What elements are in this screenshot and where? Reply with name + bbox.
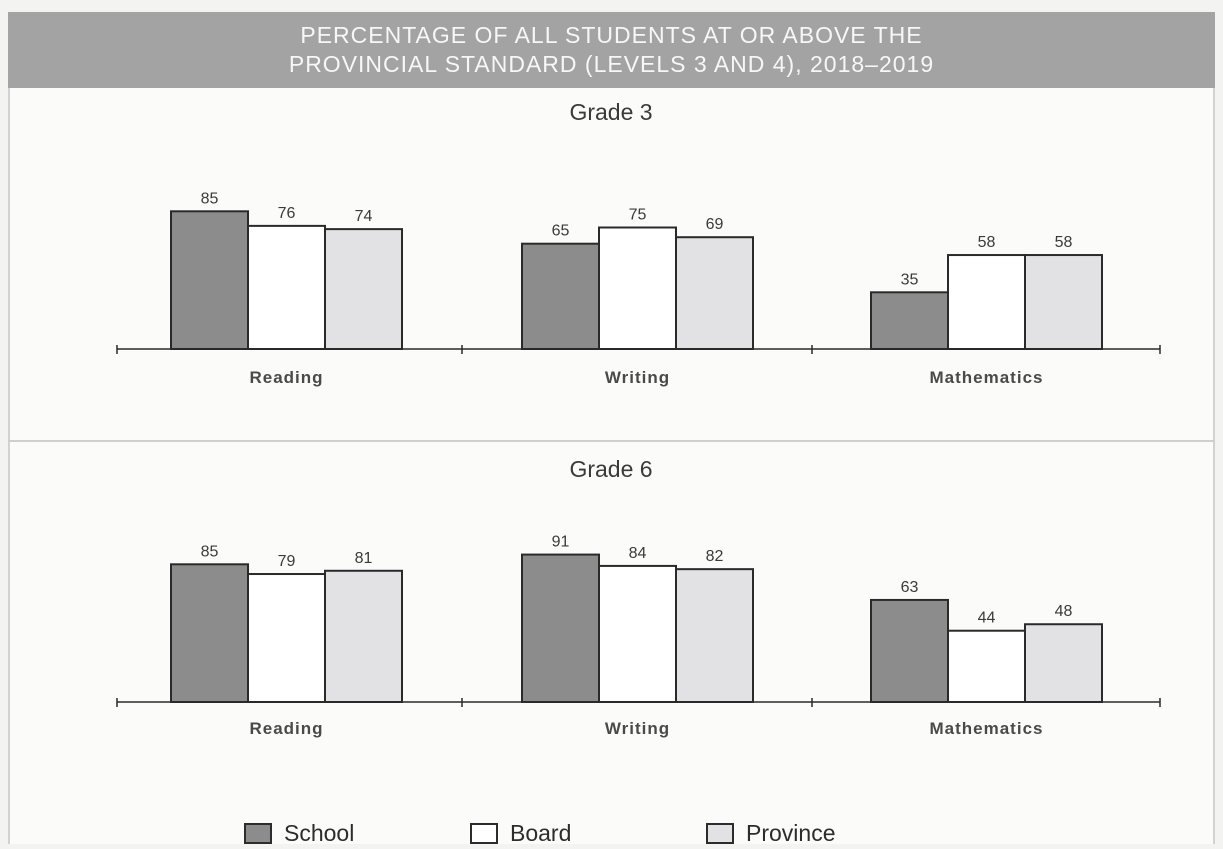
data-label: 44 bbox=[978, 610, 996, 627]
data-label: 63 bbox=[901, 579, 919, 596]
bar-board-reading bbox=[247, 573, 326, 704]
bar-board-mathematics bbox=[947, 629, 1026, 703]
bar-board-reading bbox=[247, 224, 326, 351]
bar-board-writing bbox=[598, 226, 677, 350]
bar-province-reading bbox=[324, 569, 403, 704]
bar-school-mathematics bbox=[870, 291, 949, 350]
bar-province-reading bbox=[324, 228, 403, 350]
data-label: 81 bbox=[355, 550, 373, 567]
chart-title-line-1: PERCENTAGE OF ALL STUDENTS AT OR ABOVE T… bbox=[300, 22, 923, 48]
bar-school-reading bbox=[170, 210, 249, 350]
legend-label-board: Board bbox=[510, 819, 572, 846]
bar-province-writing bbox=[675, 236, 754, 350]
data-label: 91 bbox=[552, 534, 570, 551]
bar-board-writing bbox=[598, 564, 677, 703]
bar-school-reading bbox=[170, 563, 249, 703]
category-label: Mathematics bbox=[930, 368, 1044, 387]
category-label: Writing bbox=[605, 719, 670, 738]
data-label: 65 bbox=[552, 223, 570, 240]
category-label: Writing bbox=[605, 368, 670, 387]
panel-title: Grade 3 bbox=[569, 99, 652, 125]
bar-province-writing bbox=[675, 568, 754, 703]
panel-title: Grade 6 bbox=[569, 456, 652, 482]
data-label: 85 bbox=[201, 543, 219, 560]
legend-item-board: Board bbox=[470, 817, 571, 849]
data-label: 35 bbox=[901, 271, 919, 288]
bar-school-writing bbox=[521, 553, 600, 704]
legend-label-school: School bbox=[284, 819, 355, 846]
bar-province-mathematics bbox=[1024, 254, 1103, 350]
chart-frame bbox=[8, 12, 1215, 844]
data-label: 82 bbox=[706, 548, 724, 565]
data-label: 75 bbox=[629, 207, 647, 224]
data-label: 85 bbox=[201, 190, 219, 207]
data-label: 69 bbox=[706, 216, 724, 233]
legend-item-province: Province bbox=[706, 817, 835, 849]
data-label: 79 bbox=[278, 553, 296, 570]
legend-swatch-province bbox=[706, 822, 734, 844]
data-label: 58 bbox=[978, 234, 996, 251]
data-label: 84 bbox=[629, 545, 647, 562]
panel-divider bbox=[8, 440, 1215, 442]
data-label: 76 bbox=[278, 205, 296, 222]
bar-school-mathematics bbox=[870, 598, 949, 703]
bar-board-mathematics bbox=[947, 254, 1026, 350]
data-label: 74 bbox=[355, 208, 373, 225]
panel-grade-3: Grade 3 85 76 74 Reading 65 75 69 Writing 35 58 58 M… bbox=[116, 99, 1161, 387]
chart-title-line-2: PROVINCIAL STANDARD (LEVELS 3 AND 4), 20… bbox=[288, 51, 935, 77]
data-label: 48 bbox=[1055, 603, 1073, 620]
panel-grade-6: Grade 6 85 79 81 Reading 91 84 82 Writing 63 44 48 M… bbox=[116, 456, 1161, 738]
bar-province-mathematics bbox=[1024, 623, 1103, 703]
chart-title: PERCENTAGE OF ALL STUDENTS AT OR ABOVE T… bbox=[8, 12, 1215, 88]
legend-swatch-board bbox=[470, 822, 498, 844]
bar-school-writing bbox=[521, 242, 600, 350]
legend-item-school: School bbox=[244, 817, 354, 849]
data-label: 58 bbox=[1055, 234, 1073, 251]
legend-label-province: Province bbox=[746, 819, 836, 846]
category-label: Reading bbox=[249, 368, 323, 387]
category-label: Mathematics bbox=[930, 719, 1044, 738]
legend-swatch-school bbox=[244, 822, 272, 844]
category-label: Reading bbox=[249, 719, 323, 738]
chart-legend: School Board Province bbox=[0, 817, 1223, 849]
